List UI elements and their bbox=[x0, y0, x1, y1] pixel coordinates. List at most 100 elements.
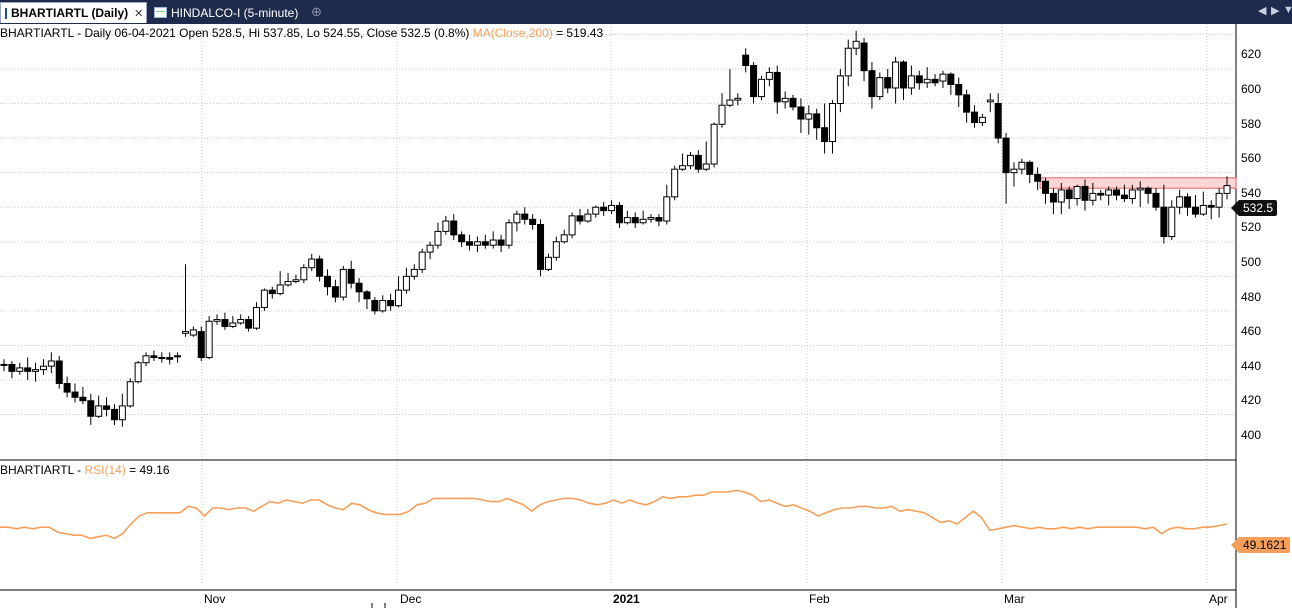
candle bbox=[1113, 189, 1121, 196]
tab-bhartiartl-daily[interactable]: BHARTIARTL (Daily) ✕ bbox=[0, 2, 147, 23]
candle bbox=[355, 282, 363, 293]
scroll-right-icon[interactable]: ▶ bbox=[1271, 5, 1280, 17]
candle bbox=[821, 127, 829, 143]
candle bbox=[308, 258, 316, 269]
rsi-info-line: BHARTIARTL - RSI(14) = 49.16 bbox=[0, 463, 170, 477]
candle bbox=[963, 94, 971, 113]
candle bbox=[813, 113, 821, 129]
candle bbox=[655, 217, 663, 222]
candle bbox=[205, 320, 213, 359]
candle bbox=[529, 218, 537, 225]
candle bbox=[939, 73, 947, 82]
y-tick-label: 620 bbox=[1241, 47, 1262, 61]
candle bbox=[718, 104, 726, 125]
candle bbox=[1168, 206, 1176, 238]
candle bbox=[473, 241, 481, 246]
tab-menu-icon[interactable]: ▼ bbox=[1283, 4, 1292, 16]
candle bbox=[994, 103, 1002, 139]
candle bbox=[221, 319, 229, 327]
scroll-left-icon[interactable]: ◀ bbox=[1258, 5, 1267, 17]
tab-bar: BHARTIARTL (Daily) ✕ HINDALCO-I (5-minut… bbox=[0, 0, 1292, 24]
candle bbox=[947, 73, 955, 86]
candle bbox=[1042, 180, 1050, 194]
candle bbox=[150, 355, 158, 359]
candle bbox=[166, 357, 174, 360]
candle bbox=[710, 123, 718, 165]
chart-canvas[interactable] bbox=[0, 24, 1292, 608]
candle bbox=[103, 405, 111, 410]
candle bbox=[395, 289, 403, 307]
candle bbox=[134, 362, 142, 383]
candle bbox=[284, 281, 292, 286]
candle bbox=[505, 222, 513, 246]
ma-value: = 519.43 bbox=[552, 26, 604, 40]
candle bbox=[765, 71, 773, 80]
candle bbox=[55, 360, 63, 384]
candle bbox=[899, 61, 907, 89]
close-icon[interactable]: ✕ bbox=[134, 7, 144, 20]
candle bbox=[497, 239, 505, 246]
y-tick-label: 460 bbox=[1241, 324, 1262, 338]
rsi-line bbox=[0, 489, 1228, 540]
rsi-label: RSI(14) bbox=[84, 463, 126, 477]
candle bbox=[245, 319, 253, 329]
candle bbox=[726, 99, 734, 106]
tab-hindalco-5min[interactable]: HINDALCO-I (5-minute) bbox=[150, 2, 310, 23]
candle bbox=[836, 75, 844, 105]
candle bbox=[197, 331, 205, 359]
candle bbox=[95, 405, 103, 417]
candle bbox=[87, 400, 95, 417]
candle bbox=[339, 268, 347, 298]
candle bbox=[773, 71, 781, 103]
candle bbox=[537, 223, 545, 270]
candle bbox=[663, 196, 671, 222]
candle bbox=[371, 300, 379, 312]
x-tick-label: 2021 bbox=[613, 592, 640, 606]
candle bbox=[757, 78, 765, 98]
candle bbox=[158, 357, 166, 360]
candle bbox=[410, 268, 418, 277]
candle bbox=[8, 363, 16, 372]
chart-icon bbox=[154, 7, 167, 18]
candle bbox=[679, 165, 687, 170]
candle bbox=[1191, 206, 1199, 215]
y-tick-label: 500 bbox=[1241, 255, 1262, 269]
rsi-symbol: BHARTIARTL - bbox=[0, 463, 85, 477]
x-tick-label: Feb bbox=[809, 592, 830, 606]
candle bbox=[434, 230, 442, 246]
y-tick-label: 520 bbox=[1241, 220, 1262, 234]
candle bbox=[608, 204, 616, 212]
candle bbox=[426, 244, 434, 253]
candle bbox=[647, 217, 655, 220]
candle bbox=[1057, 189, 1065, 203]
candle bbox=[750, 65, 758, 98]
candle bbox=[181, 331, 189, 334]
candle bbox=[1081, 185, 1089, 201]
candle bbox=[229, 322, 237, 327]
add-tab-icon[interactable]: ⊕ bbox=[311, 4, 322, 19]
price-ohlc-text: BHARTIARTL - Daily 06-04-2021 Open 528.5… bbox=[0, 26, 473, 40]
candle bbox=[260, 289, 268, 308]
x-tick-label: Mar bbox=[1004, 592, 1025, 606]
candle bbox=[544, 256, 552, 270]
y-tick-label: 540 bbox=[1241, 186, 1262, 200]
price-info-line: BHARTIARTL - Daily 06-04-2021 Open 528.5… bbox=[0, 26, 603, 40]
candle bbox=[1034, 173, 1042, 182]
candle bbox=[126, 381, 134, 407]
candle bbox=[615, 204, 623, 224]
candle bbox=[671, 168, 679, 198]
candle bbox=[639, 218, 647, 224]
candle bbox=[915, 75, 923, 84]
candle bbox=[686, 154, 694, 167]
candle bbox=[458, 234, 466, 243]
candle bbox=[110, 408, 118, 421]
candle bbox=[402, 275, 410, 291]
candle bbox=[844, 47, 852, 77]
candle bbox=[276, 284, 284, 295]
candle bbox=[1184, 196, 1192, 208]
candle bbox=[884, 77, 892, 89]
candle bbox=[418, 251, 426, 270]
candle bbox=[592, 206, 600, 215]
candle bbox=[694, 154, 702, 170]
tab-label: HINDALCO-I (5-minute) bbox=[171, 5, 299, 20]
